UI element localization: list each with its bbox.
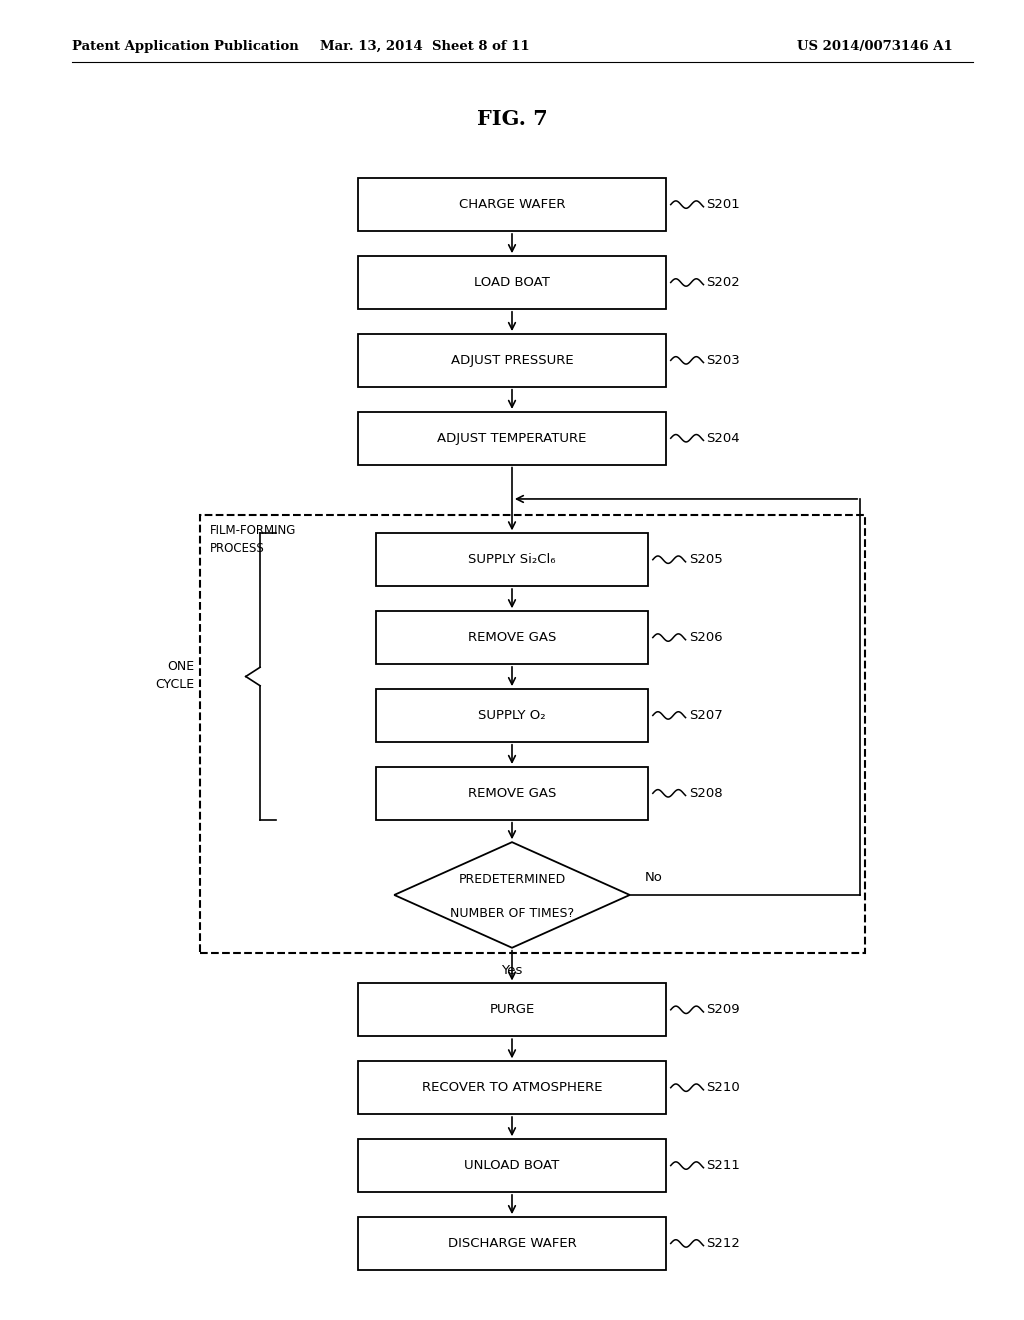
- Text: FIG. 7: FIG. 7: [476, 108, 548, 129]
- Text: DISCHARGE WAFER: DISCHARGE WAFER: [447, 1237, 577, 1250]
- Text: PREDETERMINED: PREDETERMINED: [459, 873, 565, 886]
- Text: S208: S208: [689, 787, 722, 800]
- Text: SUPPLY Si₂Cl₆: SUPPLY Si₂Cl₆: [468, 553, 556, 566]
- Text: Patent Application Publication: Patent Application Publication: [72, 40, 298, 53]
- Text: ADJUST PRESSURE: ADJUST PRESSURE: [451, 354, 573, 367]
- Text: CHARGE WAFER: CHARGE WAFER: [459, 198, 565, 211]
- Text: Mar. 13, 2014  Sheet 8 of 11: Mar. 13, 2014 Sheet 8 of 11: [321, 40, 529, 53]
- FancyBboxPatch shape: [377, 767, 648, 820]
- Text: LOAD BOAT: LOAD BOAT: [474, 276, 550, 289]
- FancyBboxPatch shape: [377, 533, 648, 586]
- FancyBboxPatch shape: [358, 412, 666, 465]
- Text: S212: S212: [707, 1237, 740, 1250]
- Text: S210: S210: [707, 1081, 740, 1094]
- Text: S211: S211: [707, 1159, 740, 1172]
- Text: SUPPLY O₂: SUPPLY O₂: [478, 709, 546, 722]
- Polygon shape: [394, 842, 630, 948]
- FancyBboxPatch shape: [358, 334, 666, 387]
- Text: S206: S206: [689, 631, 722, 644]
- Text: ONE
CYCLE: ONE CYCLE: [156, 660, 195, 692]
- Text: S204: S204: [707, 432, 740, 445]
- FancyBboxPatch shape: [358, 1217, 666, 1270]
- Text: Yes: Yes: [502, 964, 522, 977]
- FancyBboxPatch shape: [377, 611, 648, 664]
- Text: FILM-FORMING
PROCESS: FILM-FORMING PROCESS: [210, 524, 296, 554]
- FancyBboxPatch shape: [358, 178, 666, 231]
- FancyBboxPatch shape: [358, 1139, 666, 1192]
- Text: S207: S207: [689, 709, 722, 722]
- Text: RECOVER TO ATMOSPHERE: RECOVER TO ATMOSPHERE: [422, 1081, 602, 1094]
- FancyBboxPatch shape: [358, 983, 666, 1036]
- Text: REMOVE GAS: REMOVE GAS: [468, 631, 556, 644]
- FancyBboxPatch shape: [358, 256, 666, 309]
- Text: S201: S201: [707, 198, 740, 211]
- Text: US 2014/0073146 A1: US 2014/0073146 A1: [797, 40, 952, 53]
- Text: S202: S202: [707, 276, 740, 289]
- FancyBboxPatch shape: [358, 1061, 666, 1114]
- Text: S203: S203: [707, 354, 740, 367]
- Text: NUMBER OF TIMES?: NUMBER OF TIMES?: [450, 907, 574, 920]
- Text: PURGE: PURGE: [489, 1003, 535, 1016]
- FancyBboxPatch shape: [377, 689, 648, 742]
- Text: S209: S209: [707, 1003, 740, 1016]
- Text: No: No: [645, 871, 663, 884]
- Text: UNLOAD BOAT: UNLOAD BOAT: [464, 1159, 560, 1172]
- Text: S205: S205: [689, 553, 722, 566]
- Text: ADJUST TEMPERATURE: ADJUST TEMPERATURE: [437, 432, 587, 445]
- Text: REMOVE GAS: REMOVE GAS: [468, 787, 556, 800]
